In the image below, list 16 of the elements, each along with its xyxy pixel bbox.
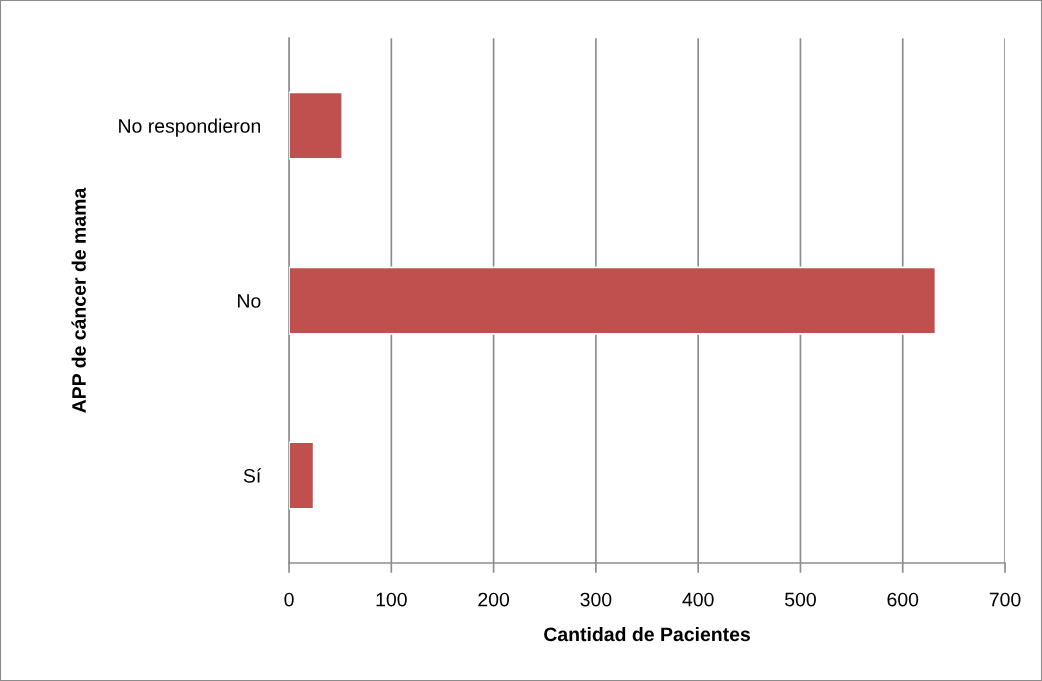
x-tick-label: 0 bbox=[284, 592, 294, 607]
x-tick-label: 300 bbox=[580, 592, 612, 607]
bar bbox=[289, 441, 315, 510]
y-tick-label: No respondieron bbox=[119, 118, 261, 137]
x-tick-label: 700 bbox=[989, 592, 1021, 607]
x-tick-label: 400 bbox=[682, 592, 714, 607]
x-tick-label: 600 bbox=[887, 592, 919, 607]
x-tick-label: 200 bbox=[478, 592, 510, 607]
x-tick-label: 500 bbox=[785, 592, 816, 607]
bar bbox=[289, 266, 937, 335]
y-tick-label: Sí bbox=[243, 468, 262, 483]
x-tick-label: 100 bbox=[376, 592, 407, 607]
y-tick-label: No bbox=[238, 294, 261, 308]
bar bbox=[289, 91, 344, 160]
x-axis-title: Cantidad de Pacientes bbox=[544, 626, 750, 642]
y-axis-title: APP de cáncer de mama bbox=[71, 187, 86, 413]
